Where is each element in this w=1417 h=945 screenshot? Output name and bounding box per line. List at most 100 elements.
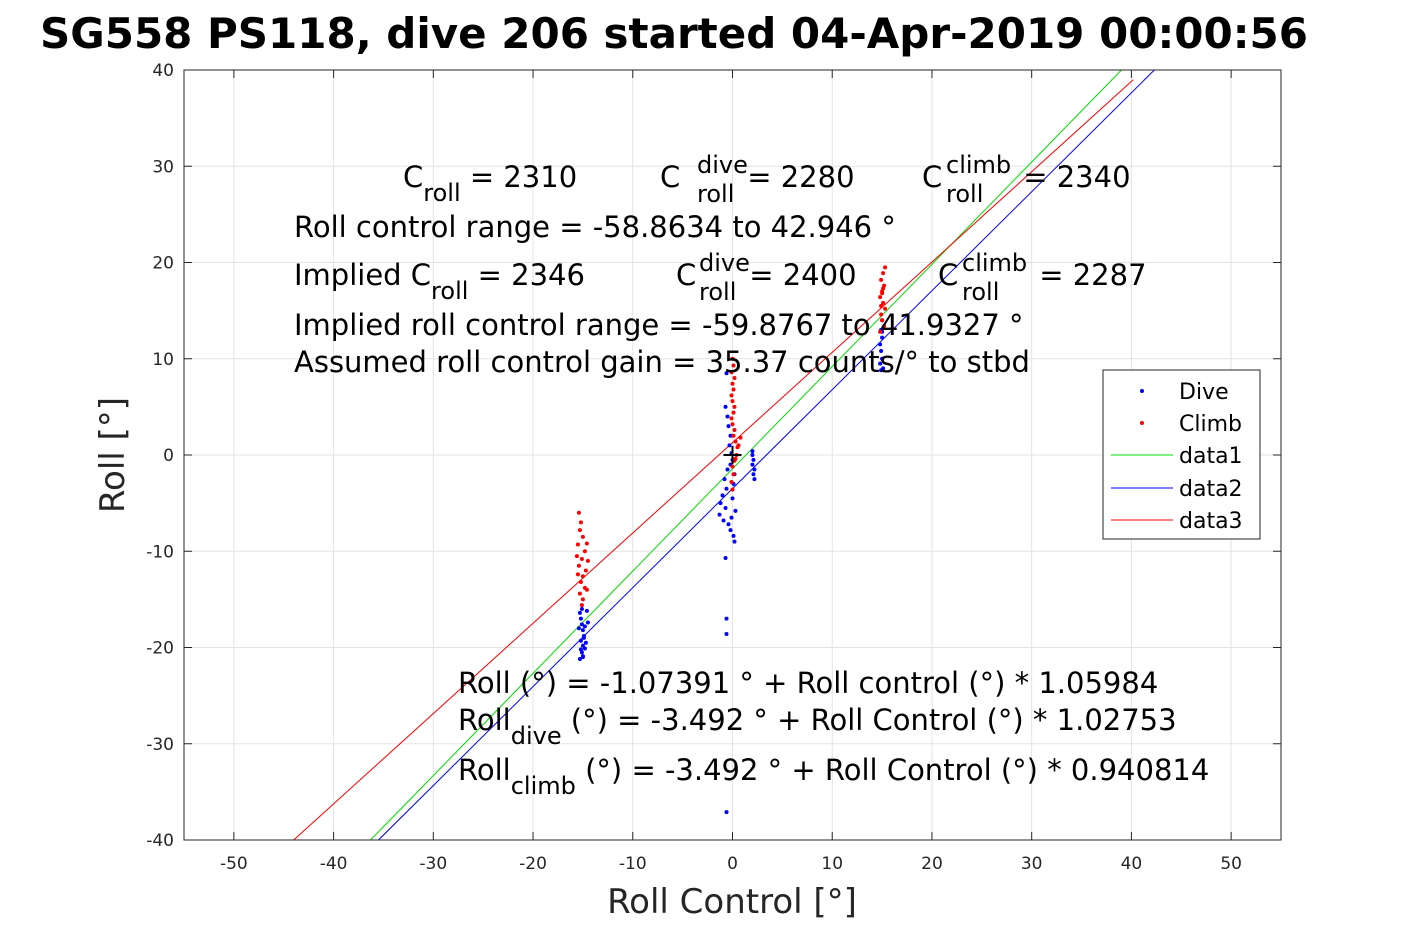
climb-point <box>731 472 736 477</box>
dive-point <box>880 356 885 361</box>
climb-point <box>732 376 737 380</box>
dive-point <box>724 632 729 637</box>
climb-point <box>880 291 885 296</box>
legend-climb: Climb <box>1179 412 1242 437</box>
ann-c-roll: Croll = 2310 <box>403 160 577 207</box>
dive-point <box>579 607 584 611</box>
climb-point <box>878 329 883 334</box>
x-axis-label: Roll Control [°] <box>607 882 857 922</box>
dive-point <box>724 616 729 621</box>
climb-point <box>585 558 590 563</box>
climb-point <box>577 528 582 533</box>
climb-point <box>883 265 888 270</box>
dive-point <box>578 638 583 643</box>
axis-ticks: -50 -40 -30 -20 -10 0 10 20 30 40 50 -40 -30 -20 -10 0 1… <box>146 61 1281 874</box>
dive-point <box>728 528 733 533</box>
x-tick-label: 30 <box>1021 854 1043 874</box>
dive-point <box>751 457 756 462</box>
x-tick-label: -30 <box>419 854 447 874</box>
dive-point <box>879 349 884 354</box>
x-tick-label: -10 <box>619 854 647 874</box>
dive-point <box>583 640 588 645</box>
legend-data3: data3 <box>1179 509 1243 534</box>
climb-point <box>575 542 580 547</box>
y-tick-label: 30 <box>152 157 174 177</box>
dive-point <box>878 361 883 366</box>
dive-point <box>580 655 585 660</box>
dive-point <box>727 443 732 448</box>
dive-point <box>585 620 590 625</box>
dive-point <box>723 404 728 409</box>
dive-point <box>576 626 581 631</box>
dive-point <box>717 512 722 517</box>
ann-implied-c-roll: Implied Croll = 2346 <box>294 258 585 305</box>
dive-point <box>578 616 583 621</box>
x-tick-label: 20 <box>921 854 943 874</box>
dive-point <box>730 496 735 501</box>
x-tick-label: -40 <box>320 854 348 874</box>
climb-point <box>578 580 583 585</box>
dive-point <box>733 508 738 513</box>
dive-point <box>732 539 737 544</box>
y-tick-label: -20 <box>146 639 174 659</box>
dive-point <box>880 335 885 340</box>
legend-climb-swatch <box>1140 421 1144 425</box>
dive-point <box>580 643 585 648</box>
dive-point <box>726 424 731 429</box>
dive-point <box>728 433 733 438</box>
climb-point <box>882 324 887 329</box>
climb-point <box>584 541 589 546</box>
dive-point <box>580 628 585 633</box>
dive-point <box>582 624 587 629</box>
x-tick-label: 0 <box>727 854 738 874</box>
origin-marker <box>723 446 742 464</box>
climb-point <box>729 416 734 421</box>
climb-point <box>583 568 588 573</box>
climb-point <box>578 520 583 525</box>
ann-gain: Assumed roll control gain = 35.37 counts… <box>294 345 1030 379</box>
dive-point <box>718 501 723 506</box>
dive-point <box>578 647 583 652</box>
dive-point <box>725 414 730 419</box>
x-tick-label: -50 <box>220 854 248 874</box>
climb-point <box>579 603 584 608</box>
climb-point <box>732 427 737 432</box>
y-tick-label: 20 <box>152 254 174 274</box>
climb-point <box>729 393 734 398</box>
line-data3 <box>293 79 1134 840</box>
dive-point <box>879 368 884 373</box>
climb-point <box>579 556 584 561</box>
legend-data1: data1 <box>1179 444 1243 469</box>
dive-point <box>577 610 582 615</box>
climb-point <box>575 572 580 577</box>
ann-fit-dive: Rolldive (°) = -3.492 ° + Roll Control (… <box>458 703 1177 750</box>
climb-point <box>879 303 884 308</box>
dive-point <box>581 635 586 640</box>
climb-point <box>576 563 581 568</box>
y-tick-label: -10 <box>146 542 174 562</box>
y-tick-label: -40 <box>146 831 174 851</box>
y-tick-label: 0 <box>163 446 174 466</box>
dive-point <box>584 608 589 613</box>
climb-point <box>580 534 585 539</box>
climb-point <box>731 363 736 368</box>
fit-lines <box>293 70 1155 840</box>
climb-point <box>880 318 885 323</box>
dive-point <box>878 342 883 347</box>
x-tick-label: 40 <box>1121 854 1143 874</box>
climb-point <box>881 271 886 276</box>
climb-point <box>878 295 883 300</box>
dive-point <box>721 518 726 523</box>
y-tick-label: 10 <box>152 350 174 370</box>
ann-range: Roll control range = -58.8634 to 42.946 … <box>294 210 896 244</box>
climb-point <box>732 404 737 409</box>
dive-point <box>722 477 727 482</box>
dive-point <box>724 810 729 815</box>
data-points <box>574 265 888 815</box>
